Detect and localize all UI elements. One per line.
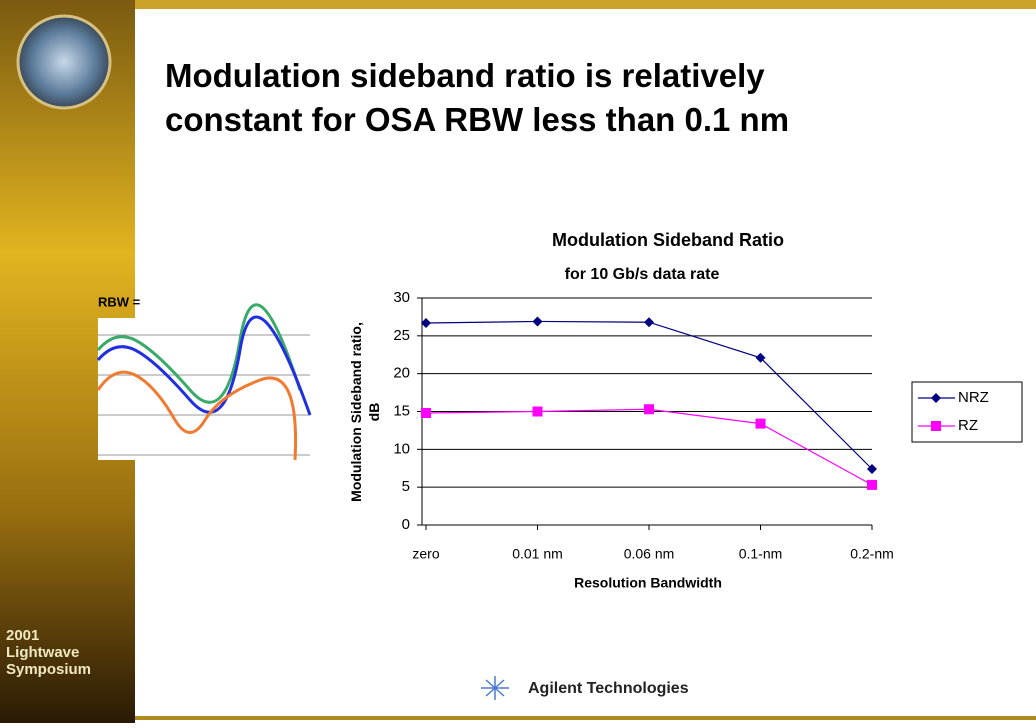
text-line: constant for OSA RBW less than 0.1 nm — [165, 101, 789, 138]
text-line: Lightwave — [6, 644, 79, 661]
rbw-label: RBW = — [98, 294, 141, 309]
marker — [644, 404, 654, 415]
text-line: Modulation sideband ratio is relatively — [165, 57, 765, 94]
marker — [421, 317, 431, 328]
marker — [755, 352, 766, 363]
x-axis-label: Resolution Bandwidth — [574, 575, 722, 591]
marker — [867, 464, 877, 475]
marker — [532, 316, 543, 327]
y-tick-label: 15 — [393, 402, 410, 419]
y-tick-label: 20 — [393, 365, 410, 382]
marker — [421, 408, 431, 419]
text-line: 2001 — [6, 627, 39, 644]
text-line: Symposium — [6, 661, 91, 678]
text-line: dB — [366, 403, 382, 422]
marker — [532, 406, 543, 417]
legend-marker — [931, 393, 941, 403]
chart-subtitle: for 10 Gb/s data rate — [565, 266, 720, 283]
company-name: Agilent Technologies — [528, 680, 689, 697]
legend-label: NRZ — [958, 389, 989, 406]
slide-title: Modulation sideband ratio is relatively c… — [165, 57, 789, 138]
text-line: Modulation Sideband ratio, — [348, 322, 364, 502]
y-tick-label: 10 — [393, 440, 410, 457]
y-axis-label: Modulation Sideband ratio, dB — [348, 322, 382, 502]
top-bar — [135, 0, 1036, 9]
marker — [644, 317, 654, 328]
x-tick-label: 0.2-nm — [850, 546, 894, 562]
legend-marker — [931, 421, 941, 431]
x-tick-label: 0.01 nm — [512, 546, 563, 562]
legend-label: RZ — [958, 417, 978, 434]
logo-globe — [16, 14, 112, 110]
x-tick-label: zero — [412, 546, 439, 562]
event-text: 2001 Lightwave Symposium — [6, 627, 91, 678]
y-tick-label: 0 — [402, 516, 410, 533]
marker — [755, 418, 766, 429]
y-tick-label: 30 — [393, 289, 410, 306]
legend-box — [911, 381, 1023, 443]
x-tick-label: 0.06 nm — [624, 546, 675, 562]
marker — [867, 479, 877, 490]
waveform-image — [96, 303, 312, 461]
y-tick-label: 25 — [393, 327, 410, 344]
company-logo — [481, 676, 509, 700]
bottom-bar — [135, 716, 1036, 720]
chart-title: Modulation Sideband Ratio — [552, 230, 784, 250]
x-tick-label: 0.1-nm — [739, 546, 783, 562]
y-tick-label: 5 — [402, 478, 410, 495]
